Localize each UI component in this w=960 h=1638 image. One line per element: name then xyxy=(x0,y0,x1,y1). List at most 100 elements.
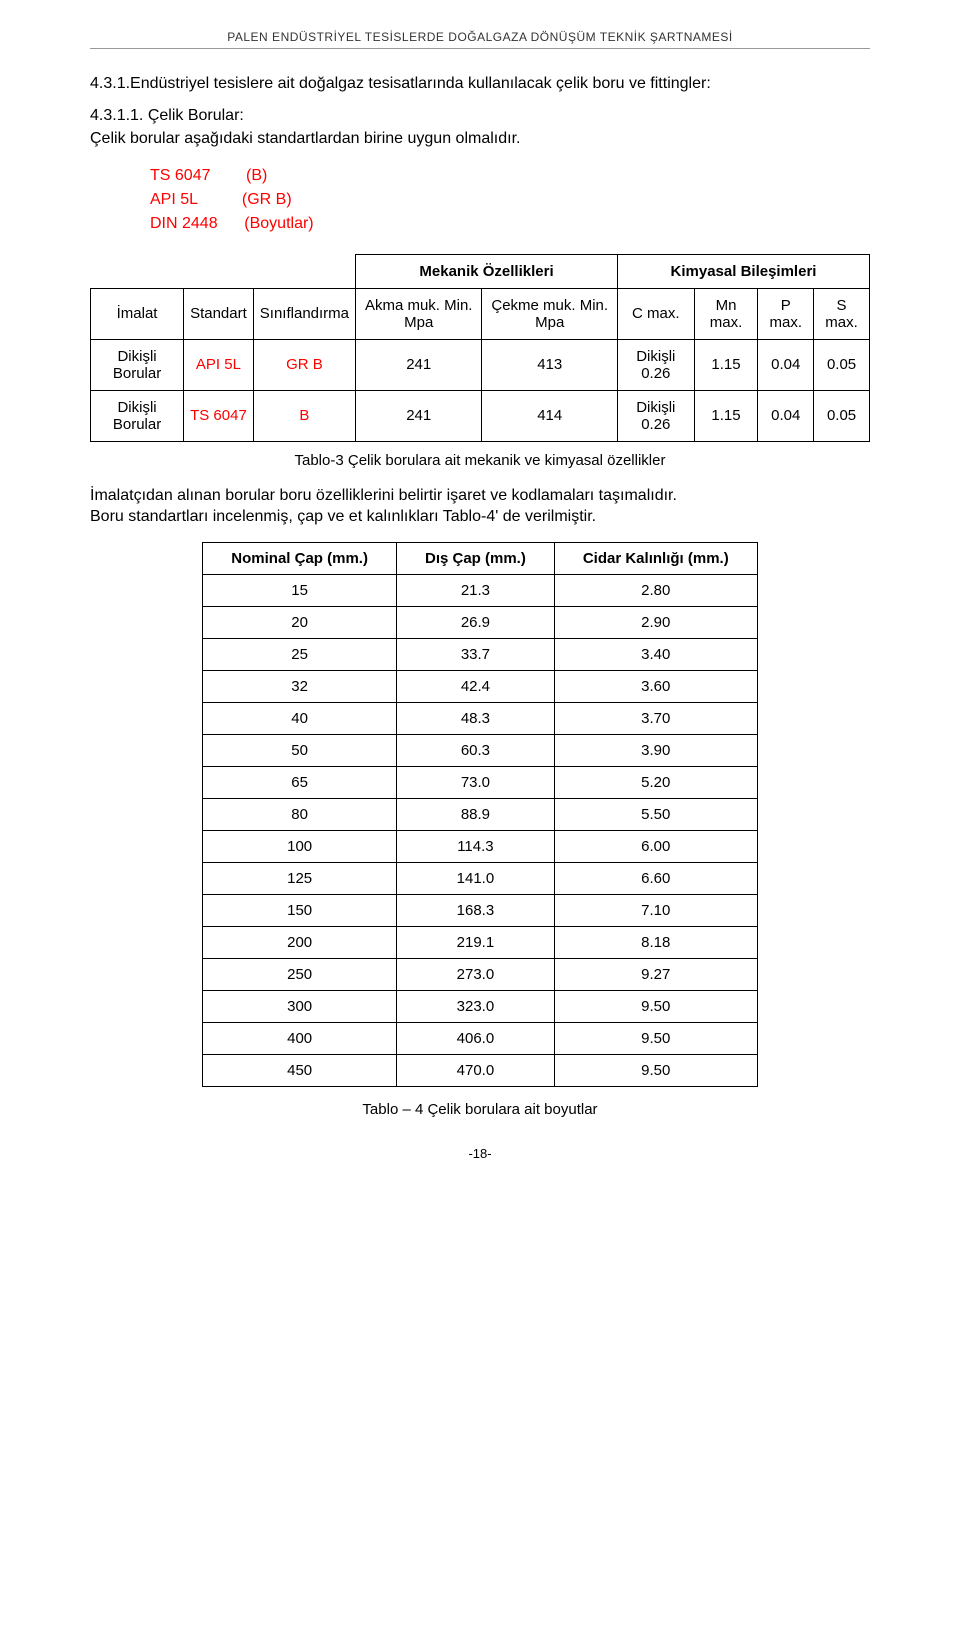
cell-n: 400 xyxy=(203,1022,397,1054)
cell-s: 0.05 xyxy=(814,390,870,441)
mid-paragraph-1: İmalatçıdan alınan borular boru özellikl… xyxy=(90,485,870,507)
table-row: 450470.09.50 xyxy=(203,1054,757,1086)
table-row: 6573.05.20 xyxy=(203,766,757,798)
cell-c: 3.90 xyxy=(554,734,757,766)
cell-n: 25 xyxy=(203,638,397,670)
table-row: Dikişli Borular TS 6047 B 241 414 Dikişl… xyxy=(91,390,870,441)
col-akma: Akma muk. Min. Mpa xyxy=(356,288,482,339)
table-row: 4048.33.70 xyxy=(203,702,757,734)
cell-n: 50 xyxy=(203,734,397,766)
cell-standart: API 5L xyxy=(184,339,254,390)
cell-cekme: 414 xyxy=(482,390,618,441)
cell-n: 150 xyxy=(203,894,397,926)
cell-mn: 1.15 xyxy=(694,339,758,390)
page: PALEN ENDÜSTRİYEL TESİSLERDE DOĞALGAZA D… xyxy=(0,0,960,1201)
cell-c: 9.50 xyxy=(554,1054,757,1086)
cell-d: 168.3 xyxy=(396,894,554,926)
table-row: Mekanik Özellikleri Kimyasal Bileşimleri xyxy=(91,254,870,288)
cell-n: 40 xyxy=(203,702,397,734)
standard-row: DIN 2448 (Boyutlar) xyxy=(150,212,870,236)
cell-n: 100 xyxy=(203,830,397,862)
cell-c: 3.70 xyxy=(554,702,757,734)
cell-n: 300 xyxy=(203,990,397,1022)
cell-c: Dikişli 0.26 xyxy=(618,339,695,390)
table-row: 5060.33.90 xyxy=(203,734,757,766)
cell-n: 20 xyxy=(203,606,397,638)
table-row: 125141.06.60 xyxy=(203,862,757,894)
cell-c: 7.10 xyxy=(554,894,757,926)
cell-s: 0.05 xyxy=(814,339,870,390)
cell-c: Dikişli 0.26 xyxy=(618,390,695,441)
table-dimensions: Nominal Çap (mm.) Dış Çap (mm.) Cidar Ka… xyxy=(202,542,757,1087)
cell-d: 73.0 xyxy=(396,766,554,798)
standard-name: DIN 2448 xyxy=(150,215,218,232)
col-nominal: Nominal Çap (mm.) xyxy=(203,542,397,574)
standard-note: (Boyutlar) xyxy=(244,215,313,232)
cell-c: 9.50 xyxy=(554,1022,757,1054)
table-row: 400406.09.50 xyxy=(203,1022,757,1054)
table-mechanical-chemical: Mekanik Özellikleri Kimyasal Bileşimleri… xyxy=(90,254,870,442)
cell-c: 3.60 xyxy=(554,670,757,702)
cell-akma: 241 xyxy=(356,390,482,441)
cell-n: 125 xyxy=(203,862,397,894)
cell-d: 141.0 xyxy=(396,862,554,894)
cell-d: 21.3 xyxy=(396,574,554,606)
standard-row: TS 6047 (B) xyxy=(150,164,870,188)
col-group-mekanik: Mekanik Özellikleri xyxy=(356,254,618,288)
table-row: 3242.43.60 xyxy=(203,670,757,702)
cell-standart: TS 6047 xyxy=(184,390,254,441)
cell-sinif: B xyxy=(253,390,355,441)
cell-mn: 1.15 xyxy=(694,390,758,441)
cell-akma: 241 xyxy=(356,339,482,390)
intro-text: Çelik borular aşağıdaki standartlardan b… xyxy=(90,128,870,150)
cell-n: 15 xyxy=(203,574,397,606)
table-row: 250273.09.27 xyxy=(203,958,757,990)
cell-d: 88.9 xyxy=(396,798,554,830)
cell-n: 32 xyxy=(203,670,397,702)
blank-cell xyxy=(91,254,184,288)
standard-row: API 5L (GR B) xyxy=(150,188,870,212)
cell-n: 200 xyxy=(203,926,397,958)
table-row: 1521.32.80 xyxy=(203,574,757,606)
cell-c: 2.80 xyxy=(554,574,757,606)
mid-paragraph-2: Boru standartları incelenmiş, çap ve et … xyxy=(90,506,870,528)
col-cidar: Cidar Kalınlığı (mm.) xyxy=(554,542,757,574)
col-sinif: Sınıflandırma xyxy=(253,288,355,339)
cell-c: 2.90 xyxy=(554,606,757,638)
col-cmax: C max. xyxy=(618,288,695,339)
col-pmax: P max. xyxy=(758,288,814,339)
col-standart: Standart xyxy=(184,288,254,339)
col-cekme: Çekme muk. Min. Mpa xyxy=(482,288,618,339)
table-row: 200219.18.18 xyxy=(203,926,757,958)
cell-sinif: GR B xyxy=(253,339,355,390)
table-row: 300323.09.50 xyxy=(203,990,757,1022)
table-row: 100114.36.00 xyxy=(203,830,757,862)
standard-name: API 5L xyxy=(150,191,197,208)
table-row: 2026.92.90 xyxy=(203,606,757,638)
cell-p: 0.04 xyxy=(758,339,814,390)
cell-d: 48.3 xyxy=(396,702,554,734)
standard-note: (GR B) xyxy=(242,191,292,208)
table-row: 2533.73.40 xyxy=(203,638,757,670)
cell-d: 406.0 xyxy=(396,1022,554,1054)
cell-c: 6.00 xyxy=(554,830,757,862)
col-group-kimyasal: Kimyasal Bileşimleri xyxy=(618,254,870,288)
col-smax: S max. xyxy=(814,288,870,339)
table-row: 8088.95.50 xyxy=(203,798,757,830)
table1-caption: Tablo-3 Çelik borulara ait mekanik ve ki… xyxy=(90,452,870,469)
cell-imalat: Dikişli Borular xyxy=(91,339,184,390)
cell-c: 5.50 xyxy=(554,798,757,830)
cell-n: 80 xyxy=(203,798,397,830)
cell-cekme: 413 xyxy=(482,339,618,390)
cell-d: 219.1 xyxy=(396,926,554,958)
col-dis: Dış Çap (mm.) xyxy=(396,542,554,574)
page-header: PALEN ENDÜSTRİYEL TESİSLERDE DOĞALGAZA D… xyxy=(90,30,870,49)
cell-c: 3.40 xyxy=(554,638,757,670)
cell-d: 273.0 xyxy=(396,958,554,990)
cell-c: 8.18 xyxy=(554,926,757,958)
cell-c: 9.27 xyxy=(554,958,757,990)
standards-list: TS 6047 (B) API 5L (GR B) DIN 2448 (Boyu… xyxy=(150,164,870,236)
page-number: -18- xyxy=(90,1146,870,1161)
table-row: Nominal Çap (mm.) Dış Çap (mm.) Cidar Ka… xyxy=(203,542,757,574)
blank-cell xyxy=(253,254,355,288)
